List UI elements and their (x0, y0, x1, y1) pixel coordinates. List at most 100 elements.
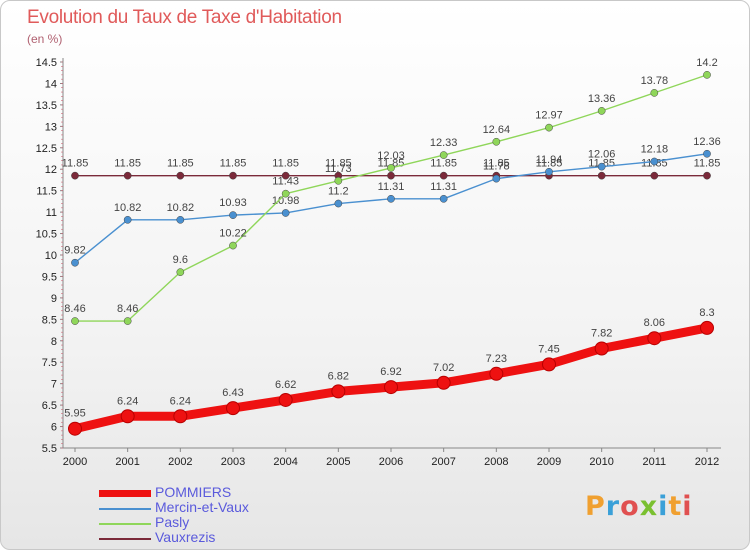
data-point-pasly (650, 89, 659, 97)
x-tick-label: 2002 (168, 456, 192, 468)
data-point-pasly (71, 317, 79, 325)
data-point-vauxrezis (703, 171, 711, 180)
data-point-vauxrezis (281, 171, 290, 180)
x-tick-label: 2007 (431, 456, 455, 468)
data-label-mercin-et-vaux: 11.31 (430, 181, 457, 193)
data-label-pasly: 12.33 (430, 137, 458, 149)
data-point-vauxrezis (439, 171, 448, 180)
data-label-mercin-et-vaux: 9.82 (64, 245, 85, 257)
data-point-pasly (703, 71, 711, 79)
data-label-pasly: 8.46 (64, 303, 85, 315)
data-point-mercin-et-vaux (597, 162, 606, 171)
data-point-vauxrezis (176, 171, 185, 180)
data-label-pommiers: 7.45 (538, 343, 559, 355)
data-label-pasly: 12.64 (483, 124, 511, 136)
legend-label-pommiers: POMMIERS (155, 484, 232, 500)
data-label-pasly: 11.43 (272, 176, 299, 188)
x-tick-label: 2010 (589, 456, 613, 468)
data-point-pasly (334, 176, 343, 185)
y-tick-label: 11.5 (36, 186, 57, 198)
y-tick-label: 13.5 (36, 100, 57, 112)
logo-letter: t (668, 491, 683, 522)
data-point-pasly (597, 107, 606, 115)
data-label-mercin-et-vaux: 12.36 (693, 136, 721, 148)
data-label-mercin-et-vaux: 12.06 (588, 149, 616, 161)
data-label-pommiers: 7.23 (486, 353, 507, 365)
data-point-pasly (439, 151, 448, 159)
data-point-vauxrezis (123, 171, 132, 180)
data-label-mercin-et-vaux: 11.2 (328, 186, 349, 198)
series-line-pommiers (70, 323, 712, 434)
y-tick-label: 9.5 (42, 271, 57, 283)
x-tick-label: 2006 (379, 456, 403, 468)
data-label-mercin-et-vaux: 10.93 (219, 197, 247, 209)
x-tick-label: 2005 (326, 456, 350, 468)
data-label-mercin-et-vaux: 11.94 (536, 154, 563, 166)
data-label-pommiers: 8.3 (699, 307, 714, 319)
y-tick-label: 13 (45, 121, 57, 133)
data-label-mercin-et-vaux: 11.78 (483, 161, 510, 173)
data-point-mercin-et-vaux (439, 194, 448, 203)
data-point-mercin-et-vaux (703, 149, 711, 158)
data-point-mercin-et-vaux (176, 215, 185, 224)
proxiti-logo: Proxiti (585, 491, 693, 522)
data-label-pommiers: 7.02 (433, 362, 454, 374)
data-label-pommiers: 6.62 (275, 379, 296, 391)
data-point-vauxrezis (650, 171, 659, 180)
data-point-pasly (123, 317, 132, 325)
data-point-pasly (176, 268, 185, 277)
logo-letter: i (658, 491, 669, 522)
data-point-pommiers (173, 409, 188, 424)
data-label-mercin-et-vaux: 12.18 (641, 144, 669, 156)
data-point-pasly (545, 123, 553, 132)
y-tick-label: 9 (51, 293, 57, 305)
data-label-pommiers: 8.06 (644, 317, 665, 329)
chart-title: Evolution du Taux de Taxe d'Habitation (27, 7, 342, 28)
data-point-pommiers (489, 366, 504, 381)
data-label-vauxrezis: 11.85 (167, 158, 194, 170)
data-point-mercin-et-vaux (650, 157, 659, 166)
logo-letter: i (682, 491, 693, 522)
x-tick-label: 2003 (221, 456, 245, 468)
data-label-vauxrezis: 11.85 (694, 158, 721, 170)
x-tick-label: 2009 (537, 456, 561, 468)
data-label-pasly: 12.03 (377, 150, 405, 162)
y-tick-label: 10.5 (36, 229, 57, 241)
y-tick-label: 6.5 (42, 400, 57, 412)
chart-subtitle: (en %) (27, 32, 63, 46)
data-label-pasly: 11.73 (325, 163, 352, 175)
data-point-pommiers (436, 375, 451, 390)
data-point-pommiers (647, 331, 662, 346)
data-point-mercin-et-vaux (334, 199, 343, 208)
logo-letter: x (639, 491, 659, 522)
data-point-vauxrezis (597, 171, 606, 180)
data-point-mercin-et-vaux (123, 215, 132, 224)
data-point-pommiers (278, 392, 293, 407)
data-label-pasly: 13.78 (641, 75, 669, 87)
legend-swatch-pasly (99, 523, 151, 525)
data-label-pasly: 8.46 (117, 303, 138, 315)
y-tick-label: 14 (45, 78, 57, 90)
x-tick-label: 2001 (115, 456, 139, 468)
data-point-pommiers (700, 320, 714, 335)
y-tick-label: 8 (51, 336, 57, 348)
legend-label-pasly: Pasly (155, 514, 190, 530)
legend-label-mercin-et-vaux: Mercin-et-Vaux (155, 499, 249, 515)
y-tick-label: 10 (45, 250, 57, 262)
logo-letter: r (605, 491, 621, 522)
data-point-pommiers (331, 384, 346, 399)
data-point-pasly (281, 189, 290, 198)
data-label-vauxrezis: 11.85 (272, 158, 299, 170)
data-point-mercin-et-vaux (387, 194, 395, 203)
legend-swatch-pommiers (99, 490, 151, 497)
data-point-pommiers (226, 401, 240, 416)
data-label-mercin-et-vaux: 11.31 (378, 181, 405, 193)
data-point-pommiers (594, 341, 609, 356)
data-point-pommiers (68, 421, 82, 436)
data-label-pommiers: 7.82 (591, 327, 612, 339)
data-point-vauxrezis (387, 171, 395, 180)
data-label-pommiers: 6.43 (222, 387, 243, 399)
data-point-mercin-et-vaux (281, 209, 290, 217)
